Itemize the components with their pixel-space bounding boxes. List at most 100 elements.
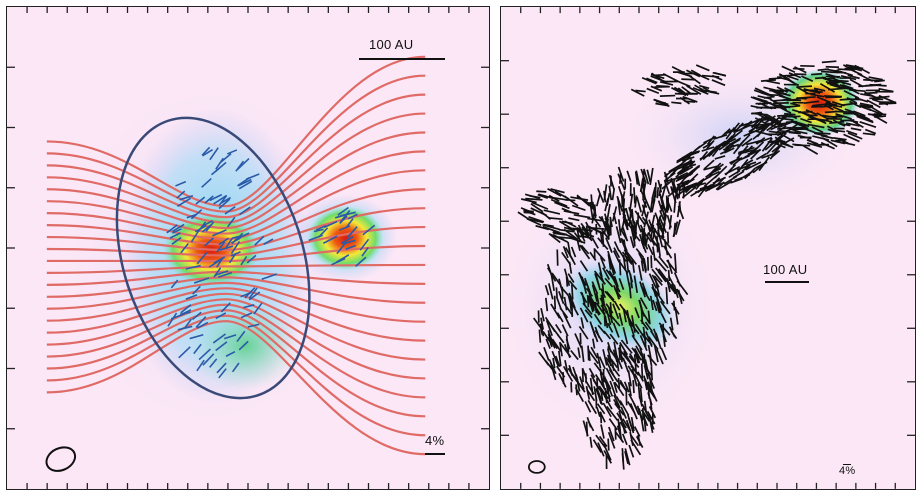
vector [608,307,614,324]
vector [542,225,560,234]
axis-ticks [7,7,489,489]
vector [550,303,561,319]
vector [854,96,869,103]
vector [571,204,586,212]
vector [607,438,610,451]
vector [671,283,677,295]
vector [807,123,825,129]
vector [791,120,807,129]
vector [550,188,565,194]
vector [554,190,570,200]
vector [725,138,741,149]
vector [745,139,762,146]
vector [641,282,648,295]
vector [169,232,181,239]
vector [690,182,707,189]
vector [730,177,743,184]
vector [658,220,664,231]
field-line [46,281,426,323]
vector [594,329,604,343]
vector [647,310,651,325]
vector [869,105,884,115]
vector [608,426,615,442]
vector [530,203,544,213]
vector [642,326,647,344]
vector [647,231,656,246]
vector [605,367,615,382]
vector [617,378,621,389]
vector [237,176,250,187]
vector [613,247,621,259]
vector [562,312,572,329]
vector [629,434,640,447]
vector [659,81,674,86]
vector [627,370,632,387]
vector [612,278,621,293]
vector [599,411,606,423]
vector [691,145,701,154]
vector [167,312,178,327]
vector [359,238,370,251]
vector [661,199,667,212]
vector [340,236,354,244]
vector [682,95,698,103]
vector [608,257,617,274]
vector [587,348,591,361]
vector [558,291,565,305]
vector [215,341,228,352]
scale-label: 100 AU [763,262,808,277]
vector [641,403,649,417]
vector [779,117,794,121]
vector [823,103,834,111]
vector [524,193,541,200]
vector [526,217,542,226]
vector [809,115,827,125]
field-line [46,303,426,399]
vector [184,318,192,329]
vector [347,213,358,220]
vector [655,301,661,314]
vector [176,190,186,199]
field-line [46,93,426,219]
vector [825,65,839,69]
vector [661,179,673,190]
vector [840,102,858,107]
vector [538,351,550,366]
vector [613,341,618,358]
vector [645,219,652,233]
vector [637,434,642,446]
vector [558,372,567,388]
vector [653,187,657,201]
vector [599,272,605,283]
vector [587,349,599,365]
vector [684,100,696,103]
vector [615,355,623,370]
vector [746,161,757,167]
vector [215,312,227,320]
vector [607,431,616,449]
vector [545,297,549,312]
vector [584,401,592,413]
vector [658,183,663,197]
vector [210,167,221,176]
vector [781,65,796,74]
vector [217,271,233,278]
vector [202,220,214,227]
vector [659,94,676,97]
vector [601,283,605,294]
vector [338,225,351,231]
vector [545,338,551,350]
vector [645,331,653,347]
vector [562,365,574,382]
vector [792,143,803,147]
vector [797,130,808,135]
vector [584,380,595,395]
vector [640,168,647,184]
vector [545,320,553,337]
vector [236,330,246,343]
vector [588,292,595,308]
vector [774,142,786,149]
vector [651,198,656,213]
vector [613,300,621,311]
vector [768,102,782,108]
